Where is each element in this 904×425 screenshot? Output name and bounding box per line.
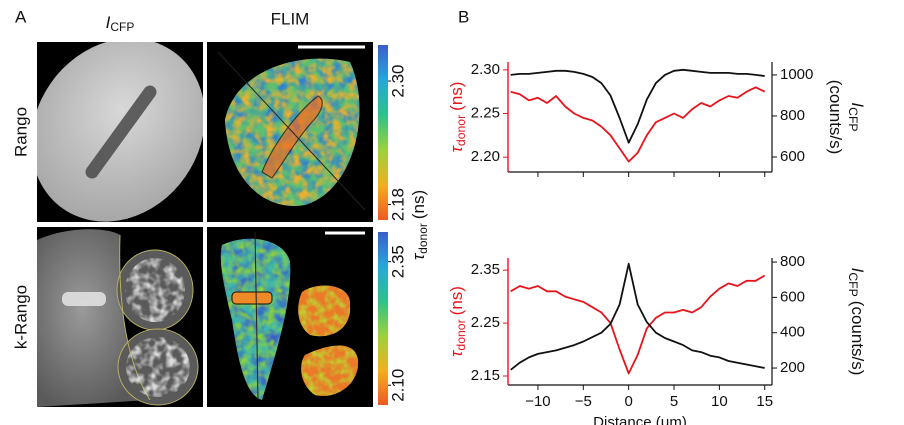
panel-label: B: [458, 7, 469, 26]
series-line: [510, 86, 766, 163]
axis-label-unit: (counts/s): [826, 80, 845, 155]
axis-label-sub: donor: [454, 115, 468, 146]
series-line: [510, 68, 765, 144]
column-title-main: I: [106, 13, 111, 32]
axis-label-unit: (ns): [447, 82, 466, 111]
axis-label-main: τ: [447, 349, 466, 357]
y-tick-label: 2.30: [471, 61, 500, 78]
y-tick-label: 2.35: [471, 261, 500, 278]
axis-label-unit: (counts/s): [848, 301, 867, 376]
y-tick-label: 2.25: [471, 314, 500, 331]
panel-label: A: [15, 7, 27, 26]
y-tick-label: 2.15: [471, 367, 500, 384]
y2-tick-label: 400: [780, 324, 805, 341]
row-label: Rango: [11, 107, 30, 157]
colorbar-tick-label: 2.10: [388, 369, 407, 402]
colorbar: [378, 232, 388, 405]
x-tick-label: −5: [575, 393, 592, 410]
colorbar-tick-label: 2.30: [388, 64, 407, 97]
row-label: k-Rango: [11, 285, 30, 349]
colorbar-tick-label: 2.18: [388, 188, 407, 221]
colorbar-label: τdonor (ns): [409, 190, 430, 260]
y2-tick-label: 800: [780, 253, 805, 270]
column-title-sub: CFP: [110, 20, 134, 34]
y2-tick-label: 200: [780, 359, 805, 376]
axis-label-sub: CFP: [846, 107, 860, 131]
axis-label: τdonor (ns): [447, 286, 468, 357]
y2-tick-label: 600: [780, 148, 805, 165]
flim-rango-image: [207, 42, 373, 222]
axis-label: τdonor (ns): [447, 82, 468, 153]
axis-label-main: τ: [447, 144, 466, 152]
axis-label-main: I: [848, 268, 867, 273]
y-tick-label: 2.20: [471, 148, 500, 165]
y-tick-label: 2.25: [471, 104, 500, 121]
y2-tick-label: 1000: [780, 66, 813, 83]
colorbar-tick-label: 2.35: [388, 245, 407, 278]
x-tick-label: −10: [525, 393, 550, 410]
axis-label-unit: (ns): [447, 286, 466, 315]
x-tick-label: 5: [670, 393, 678, 410]
axis-label-main: I: [848, 102, 867, 107]
series-line: [510, 262, 765, 371]
y2-tick-label: 600: [780, 288, 805, 305]
axis-label: ICFP: [846, 102, 867, 131]
axis-label-sub: donor: [454, 319, 468, 350]
axis-label: (counts/s): [826, 80, 845, 155]
icfp-k-rango-image: [37, 227, 203, 407]
icfp-rango-image: [37, 42, 203, 222]
column-title: ICFP: [106, 13, 135, 34]
column-title: FLIM: [271, 9, 310, 28]
x-axis-label: Distance (μm): [593, 414, 687, 425]
x-tick-label: 15: [756, 393, 773, 410]
colorbar: [378, 45, 388, 220]
flim-k-rango-image: [207, 227, 373, 407]
y2-tick-label: 800: [780, 107, 805, 124]
x-tick-label: 10: [711, 393, 728, 410]
axis-label: ICFP (counts/s): [846, 268, 867, 376]
x-tick-label: 0: [624, 393, 632, 410]
colorbar-label-main: τ: [409, 252, 428, 260]
colorbar-label-sub: donor: [416, 223, 430, 254]
axis-label-sub: CFP: [846, 272, 860, 296]
colorbar-label-unit: (ns): [409, 190, 428, 219]
series-line: [510, 274, 766, 375]
